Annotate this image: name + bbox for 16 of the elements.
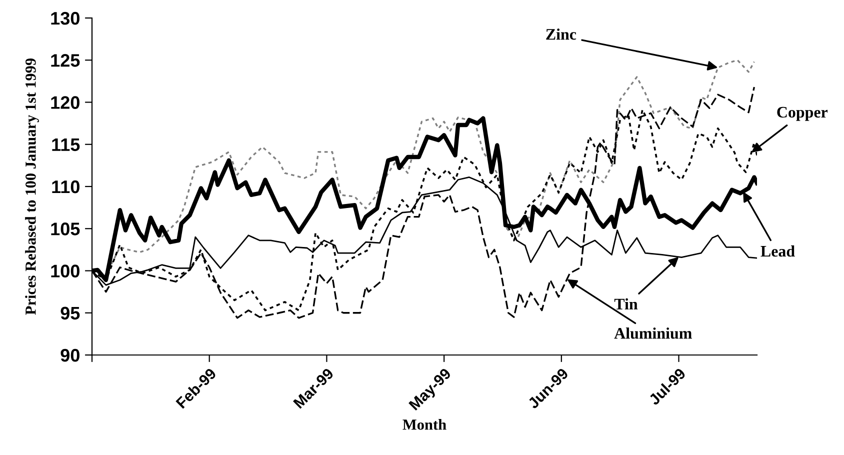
y-tick-label: 115 [52,138,80,152]
x-axis-title: Month [402,419,446,430]
y-tick-label: 100 [51,264,80,278]
y-tick-label: 95 [60,306,80,320]
y-tick-label: 120 [51,96,80,109]
y-tick-label: 125 [51,54,80,67]
y-tick-label: 110 [52,180,80,194]
text: Zinc [546,28,576,40]
y-tick-label: 130 [51,12,80,25]
text: Tin [614,298,638,310]
y-tick-label: 105 [51,222,80,236]
text: Lead [760,245,795,257]
series-label: Copper [777,106,828,121]
y-tick-label: 90 [60,348,80,362]
text: Aluminium [614,327,692,339]
y-axis-title: Prices Rebased to 100 January 1st 1999 [25,58,39,315]
